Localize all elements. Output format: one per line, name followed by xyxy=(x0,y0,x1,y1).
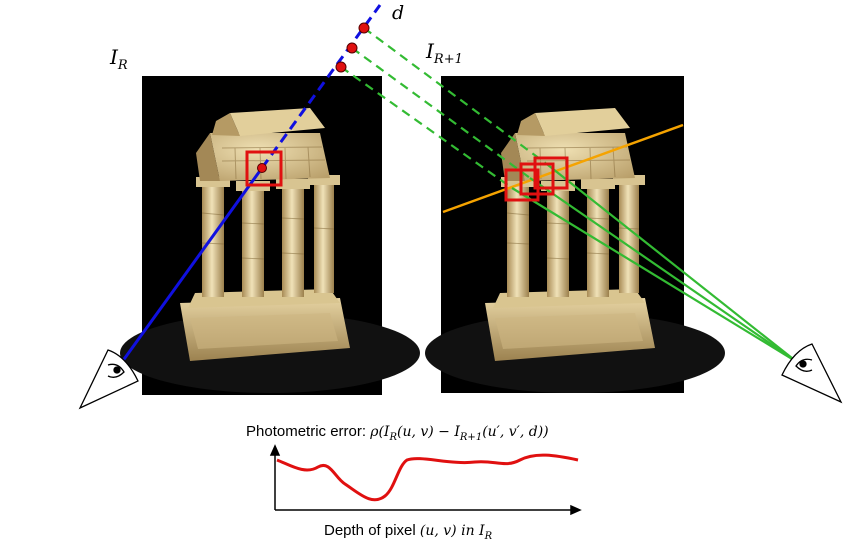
reference-image-panel xyxy=(119,76,421,395)
reference-image-label: IR xyxy=(109,45,128,73)
error-plot-axes xyxy=(269,444,582,516)
projected-rays xyxy=(340,27,798,363)
depth-label: d xyxy=(392,2,404,24)
depth-samples xyxy=(257,22,370,173)
reference-patch xyxy=(245,150,283,187)
photometric-error-curve xyxy=(276,453,579,502)
photometric-error-label: Photometric error: ρ(IR(u, v) − IR+1(u′,… xyxy=(246,423,549,443)
depth-axis-label: Depth of pixel (u, v) in IR xyxy=(324,522,493,542)
epipolar-line xyxy=(442,123,684,214)
eye-icon xyxy=(781,343,843,404)
reference-ray-dashed xyxy=(260,4,382,169)
reference-ray-solid xyxy=(120,167,264,363)
next-image-label: IR+1 xyxy=(425,39,463,67)
next-image-panel xyxy=(424,76,726,394)
projected-patches xyxy=(504,156,569,202)
eye-icon xyxy=(78,349,139,410)
